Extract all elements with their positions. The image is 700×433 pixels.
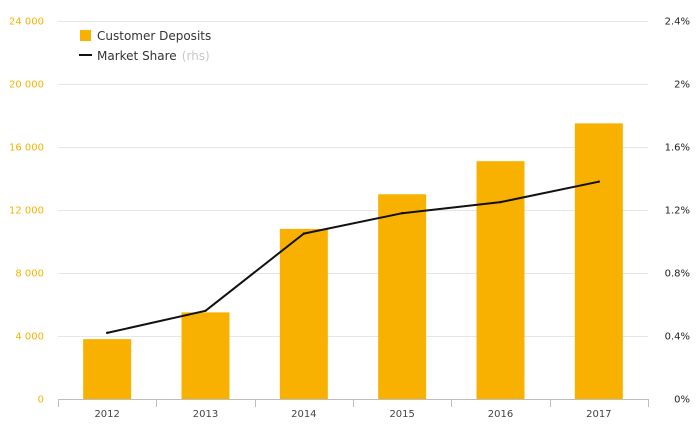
- y-right-tick-label: 0.4%: [665, 332, 690, 343]
- line-point: [400, 211, 404, 215]
- grid-lines: [58, 21, 648, 337]
- x-axis: [58, 399, 649, 407]
- y-left-tick-label: 8 000: [15, 269, 44, 280]
- x-tick-labels: 2012 2013 2014 2015 2016 2017: [94, 409, 611, 420]
- legend-label-market-share: Market Share (rhs): [97, 45, 210, 64]
- y-left-tick-label: 4 000: [15, 332, 44, 343]
- x-tick-label: 2016: [488, 409, 513, 420]
- y-left-tick-label: 16 000: [9, 143, 44, 154]
- line-series: [105, 180, 601, 335]
- x-tick-label: 2014: [291, 409, 316, 420]
- y-axis-right: 0% 0.4% 0.8% 1.2% 1.6% 2% 2.4%: [665, 17, 690, 406]
- legend: Customer Deposits Market Share (rhs): [79, 29, 211, 64]
- y-right-tick-label: 2.4%: [665, 17, 690, 28]
- line-point: [302, 232, 306, 235]
- bar-series: [83, 123, 623, 399]
- market-share-line: [106, 180, 600, 334]
- x-tick-label: 2015: [389, 409, 414, 420]
- legend-swatch-customer-deposits: [80, 30, 91, 41]
- bar: [378, 194, 427, 399]
- x-tick-label: 2012: [94, 409, 119, 420]
- x-tick-label: 2017: [586, 409, 611, 420]
- line-point: [105, 331, 109, 335]
- y-right-tick-label: 0.8%: [665, 269, 690, 280]
- y-right-tick-label: 2%: [674, 80, 690, 91]
- y-left-tick-label: 20 000: [9, 80, 44, 91]
- line-point: [597, 180, 601, 183]
- bar: [574, 123, 623, 399]
- y-right-tick-label: 0%: [674, 395, 690, 406]
- legend-label-market-share-note: (rhs): [182, 49, 210, 63]
- y-left-tick-label: 24 000: [9, 17, 44, 28]
- bar: [279, 228, 328, 399]
- y-left-tick-label: 12 000: [9, 206, 44, 217]
- y-left-tick-label: 0: [38, 395, 44, 406]
- legend-label-customer-deposits: Customer Deposits: [97, 29, 211, 43]
- y-right-tick-label: 1.6%: [665, 143, 690, 154]
- bar: [83, 339, 132, 399]
- bar: [181, 312, 230, 399]
- line-point: [204, 309, 207, 312]
- y-axis-left: 0 4 000 8 000 12 000 16 000 20 000 24 000: [9, 17, 44, 406]
- legend-label-market-share-name: Market Share: [97, 49, 177, 63]
- x-tick-label: 2013: [193, 409, 218, 420]
- y-right-tick-label: 1.2%: [665, 206, 690, 217]
- bar: [476, 161, 525, 399]
- line-point: [499, 200, 502, 204]
